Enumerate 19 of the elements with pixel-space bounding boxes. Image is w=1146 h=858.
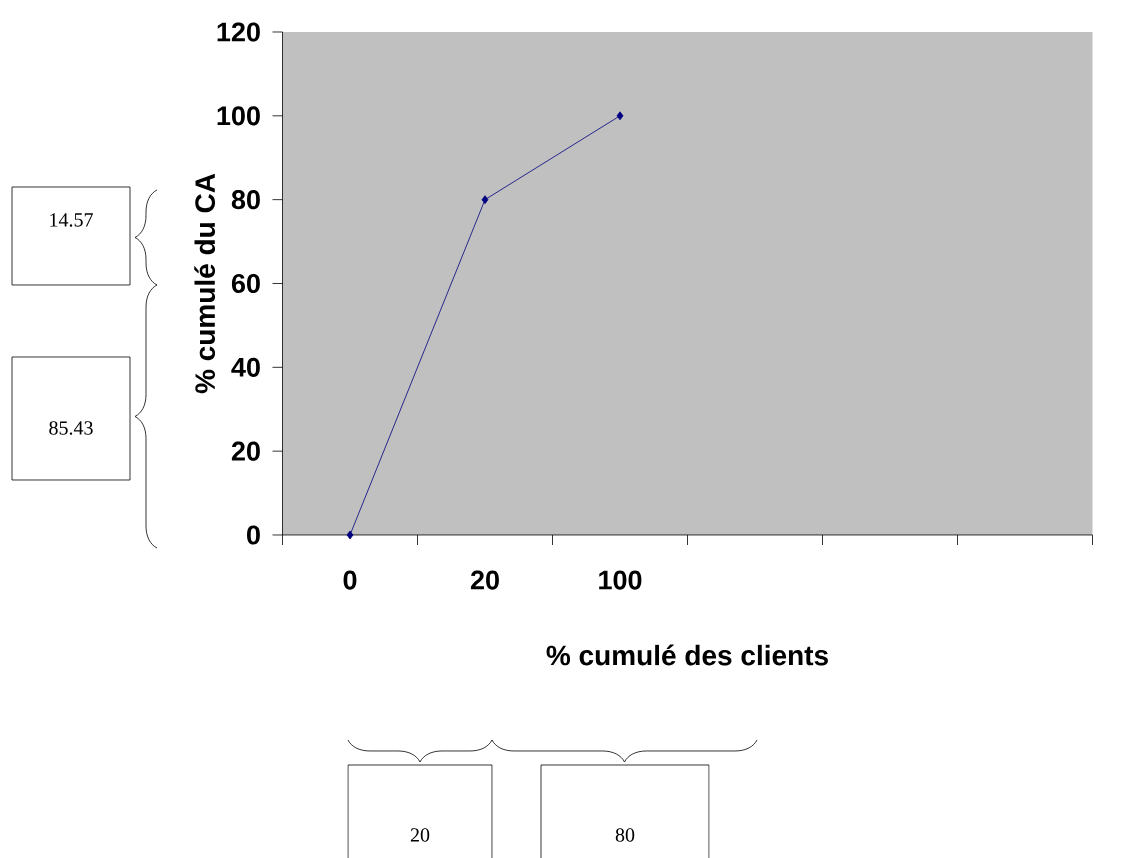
point — [346, 530, 354, 540]
x-tick-label: 100 — [599, 570, 642, 590]
x-tick-label: 0 — [343, 570, 357, 590]
y-tick-label: 40 — [231, 357, 260, 377]
y-tick-label: 100 — [217, 106, 260, 126]
point — [616, 111, 624, 121]
x-axis-title: % cumulé des clients — [546, 644, 828, 666]
text: 20 — [410, 828, 430, 842]
text: 80 — [615, 828, 635, 842]
y-tick-label: 120 — [217, 22, 260, 42]
y-tick-label: 20 — [231, 441, 260, 461]
x-tick-label: 20 — [470, 570, 499, 590]
text: 14.57 — [50, 213, 93, 227]
text: 85.43 — [49, 421, 93, 435]
y-axis-title: % cumulé du CA — [194, 173, 216, 394]
point — [481, 195, 489, 205]
y-tick-label: 0 — [247, 525, 260, 545]
y-tick-label: 60 — [231, 273, 260, 294]
y-tick-label: 80 — [231, 190, 260, 210]
